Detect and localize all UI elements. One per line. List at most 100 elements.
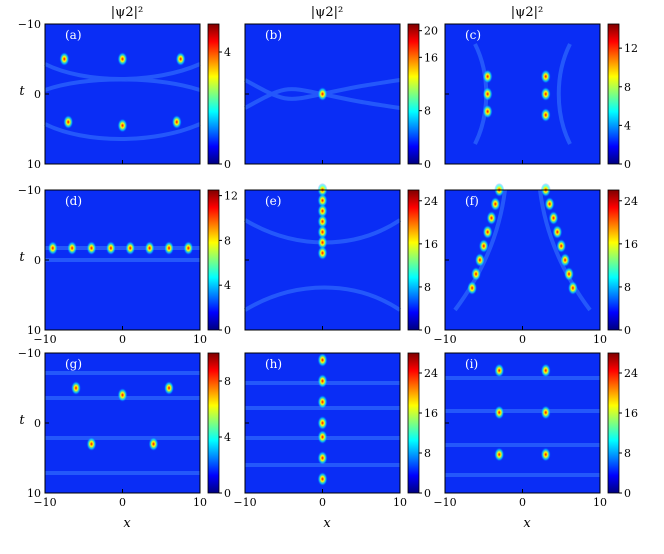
heatmap-hotspot: [482, 104, 493, 119]
y-axis-label-row-1: t: [19, 84, 25, 99]
heatmap-hotspot: [59, 52, 70, 66]
colorbar: [407, 23, 420, 165]
y-axis-label-row-2: t: [19, 250, 25, 265]
heatmap-hotspot: [482, 87, 493, 101]
colorbar-tick-label: 20: [424, 25, 438, 38]
heatmap-hotspot: [63, 115, 74, 129]
colorbar-tick-label: 16: [624, 407, 638, 420]
colorbar-tick-label: 4: [624, 119, 631, 132]
heatmap-hotspot: [164, 241, 174, 256]
colorbar-tick-label: 0: [424, 324, 431, 337]
y-tick-label: 10: [27, 324, 41, 337]
heatmap-hotspot: [317, 235, 328, 250]
x-tick-label: 0: [119, 333, 126, 346]
heatmap-hotspot: [117, 118, 128, 133]
heatmap-hotspot: [317, 214, 328, 229]
heatmap-hotspot: [486, 211, 497, 225]
x-tick-label: 10: [593, 333, 607, 346]
colorbar: [407, 352, 420, 494]
panel-b: (b) 0 8 16 20: [244, 23, 438, 171]
heatmap-hotspot: [164, 381, 174, 395]
x-tick-label: 0: [519, 496, 526, 509]
x-axis-label-col-1: x: [123, 516, 131, 531]
heatmap-background: [45, 353, 200, 493]
heatmap-hotspot: [490, 197, 501, 211]
panel-label: (b): [265, 28, 282, 42]
colorbar: [207, 23, 220, 165]
heatmap-hotspot: [556, 239, 567, 253]
panel-label: (e): [265, 194, 281, 208]
heatmap-structure: [453, 189, 592, 312]
panel-e: (e) 0 8 16 24: [243, 183, 438, 337]
x-tick-label: 0: [119, 496, 126, 509]
heatmap-background: [45, 24, 200, 164]
y-tick-label: −10: [18, 347, 41, 360]
x-tick-label: 10: [193, 496, 207, 509]
column-title-3: |ψ2|²: [511, 5, 543, 20]
panel-label: (c): [465, 28, 481, 42]
colorbar-tick-label: 0: [424, 487, 431, 500]
heatmap-hotspot: [125, 241, 136, 256]
heatmap-hotspot: [317, 246, 328, 260]
x-tick-label: −10: [233, 496, 256, 509]
colorbar-tick-label: 8: [624, 281, 631, 294]
heatmap-hotspot: [567, 281, 578, 295]
colorbar-tick-label: 8: [224, 375, 231, 388]
panel-label: (i): [465, 357, 478, 371]
colorbar: [207, 189, 220, 331]
colorbar-tick-label: 16: [424, 407, 438, 420]
heatmap-hotspot: [317, 204, 328, 218]
heatmap-hotspot: [564, 267, 574, 281]
panel-label: (g): [65, 357, 82, 371]
colorbar-tick-label: 0: [224, 324, 231, 337]
heatmap-hotspot: [548, 211, 559, 225]
x-tick-label: 10: [393, 496, 407, 509]
heatmap-background: [445, 24, 600, 164]
heatmap-hotspot: [540, 405, 551, 420]
y-tick-label: −10: [18, 184, 41, 197]
y-tick-label: −10: [18, 18, 41, 31]
heatmap-structure: [445, 376, 600, 477]
heatmap-hotspot: [117, 388, 128, 402]
panel-label: (h): [265, 357, 282, 371]
colorbar-tick-label: 0: [624, 324, 631, 337]
colorbar: [207, 352, 220, 494]
heatmap-hotspot: [494, 363, 505, 378]
panel-i: (i) −10 0 10 0 8 16 24: [433, 352, 638, 509]
colorbar-tick-label: 16: [424, 238, 438, 251]
panel-label: (f): [465, 194, 479, 208]
y-axis-label-row-3: t: [19, 413, 25, 428]
colorbar-tick-label: 8: [624, 81, 631, 94]
heatmap-hotspot: [474, 253, 485, 267]
colorbar-tick-label: 8: [624, 447, 631, 460]
colorbar-tick-label: 4: [224, 279, 231, 292]
x-tick-label: −10: [433, 496, 456, 509]
panel-a: (a) −10 0 10 0 4: [18, 18, 231, 171]
heatmap-hotspot: [105, 241, 116, 256]
x-tick-label: −10: [33, 496, 56, 509]
heatmap-hotspot: [540, 69, 551, 84]
heatmap-hotspot: [494, 405, 505, 420]
x-tick-label: 0: [519, 333, 526, 346]
heatmap-hotspot: [560, 253, 571, 267]
y-tick-label: 0: [34, 417, 41, 430]
y-tick-label: 10: [27, 158, 41, 171]
heatmap-hotspot: [67, 241, 78, 256]
heatmap-hotspot: [47, 241, 58, 256]
x-axis-label-col-3: x: [523, 516, 531, 531]
colorbar-tick-label: 0: [624, 158, 631, 171]
colorbar-tick-label: 24: [424, 367, 438, 380]
heatmap-hotspot: [478, 239, 489, 253]
colorbar-tick-label: 8: [424, 281, 431, 294]
heatmap-hotspot: [317, 472, 328, 486]
panel-label: (a): [65, 28, 82, 42]
heatmap-hotspot: [540, 447, 551, 462]
colorbar-tick-label: 24: [624, 195, 638, 208]
heatmap-hotspot: [183, 241, 194, 256]
heatmap-hotspot: [317, 87, 328, 101]
heatmap-hotspot: [471, 267, 481, 281]
heatmap-hotspot: [544, 197, 555, 211]
panel-c: (c) 0 4 8 12: [444, 23, 638, 171]
